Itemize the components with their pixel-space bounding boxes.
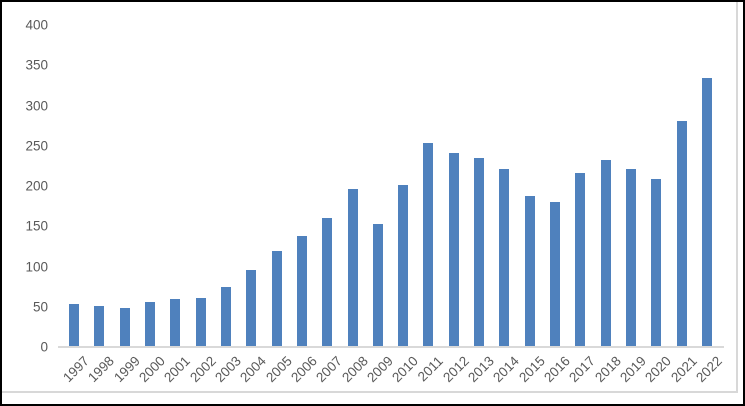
bar-2000[interactable] bbox=[145, 302, 155, 346]
bar-2006[interactable] bbox=[297, 236, 307, 346]
bar-2015[interactable] bbox=[525, 196, 535, 346]
x-tick-label: 2013 bbox=[465, 353, 497, 386]
bar-2005[interactable] bbox=[272, 251, 282, 346]
x-tick-label: 2021 bbox=[668, 353, 700, 386]
y-tick-label-350: 350 bbox=[25, 57, 48, 73]
bar-2021[interactable] bbox=[677, 121, 687, 346]
bar-2019[interactable] bbox=[626, 169, 636, 346]
bar-2001[interactable] bbox=[170, 299, 180, 346]
bar-2013[interactable] bbox=[474, 158, 484, 346]
bar-2020[interactable] bbox=[651, 179, 661, 346]
bar-2014[interactable] bbox=[499, 169, 509, 346]
x-tick-label: 2014 bbox=[490, 353, 522, 386]
x-tick-label: 2016 bbox=[541, 353, 573, 386]
x-tick-label: 2006 bbox=[288, 353, 320, 386]
x-tick-label: 2017 bbox=[566, 353, 598, 386]
x-tick-label: 2012 bbox=[440, 353, 472, 386]
x-tick-label: 2022 bbox=[693, 353, 725, 386]
x-tick-label: 2020 bbox=[642, 353, 674, 386]
x-tick-label: 2008 bbox=[339, 353, 371, 386]
x-tick-label: 2007 bbox=[313, 353, 345, 386]
x-tick-label: 2019 bbox=[617, 353, 649, 386]
x-tick-label: 2010 bbox=[389, 353, 421, 386]
x-tick-label: 2001 bbox=[161, 353, 193, 386]
x-axis-line bbox=[58, 346, 724, 348]
bar-2012[interactable] bbox=[449, 153, 459, 346]
y-tick-label-300: 300 bbox=[25, 97, 48, 113]
bar-2018[interactable] bbox=[601, 160, 611, 346]
x-tick-label: 1997 bbox=[60, 353, 92, 386]
bar-2022[interactable] bbox=[702, 78, 712, 346]
bar-2017[interactable] bbox=[575, 173, 585, 346]
x-tick-label: 2011 bbox=[414, 353, 446, 385]
bar-1998[interactable] bbox=[94, 306, 104, 346]
bar-2009[interactable] bbox=[373, 224, 383, 346]
bar-2010[interactable] bbox=[398, 185, 408, 346]
x-tick-label: 2018 bbox=[592, 353, 624, 386]
y-tick-label-150: 150 bbox=[25, 218, 48, 234]
y-tick-label-100: 100 bbox=[25, 258, 48, 274]
y-tick-label-0: 0 bbox=[40, 339, 48, 355]
bar-1999[interactable] bbox=[120, 308, 130, 346]
x-tick-label: 2003 bbox=[212, 353, 244, 386]
x-tick-label: 2002 bbox=[187, 353, 219, 386]
bar-2004[interactable] bbox=[246, 270, 256, 346]
y-tick-label-200: 200 bbox=[25, 178, 48, 194]
bar-2007[interactable] bbox=[322, 218, 332, 346]
bar-2003[interactable] bbox=[221, 287, 231, 346]
x-tick-label: 2005 bbox=[263, 353, 295, 386]
x-tick-label: 2009 bbox=[364, 353, 396, 386]
bar-2008[interactable] bbox=[348, 189, 358, 346]
bar-1997[interactable] bbox=[69, 304, 79, 346]
y-tick-label-50: 50 bbox=[32, 299, 48, 314]
x-tick-label: 2000 bbox=[136, 353, 168, 386]
bar-2011[interactable] bbox=[423, 143, 433, 346]
x-tick-label: 1999 bbox=[111, 353, 143, 386]
y-tick-label-250: 250 bbox=[25, 138, 48, 153]
x-tick-label: 2004 bbox=[237, 353, 269, 386]
bar-2002[interactable] bbox=[196, 298, 206, 346]
x-tick-label: 2015 bbox=[516, 353, 548, 386]
x-tick-label: 1998 bbox=[85, 353, 117, 386]
bar-2016[interactable] bbox=[550, 202, 560, 346]
y-tick-label-400: 400 bbox=[25, 17, 48, 33]
